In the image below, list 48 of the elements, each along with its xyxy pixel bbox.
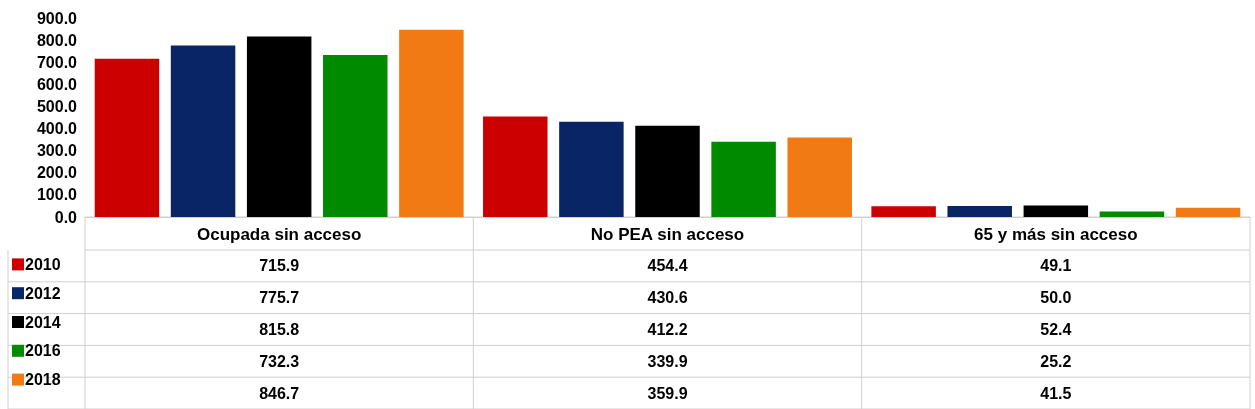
bar [1023, 205, 1089, 217]
legend-label: 2016 [25, 342, 61, 360]
data-label: 430.6 [647, 289, 688, 307]
x-tick-label: Ocupada sin acceso [196, 225, 362, 244]
bar [170, 45, 236, 217]
bar [1175, 207, 1241, 217]
data-label: 715.9 [259, 257, 300, 275]
bar [94, 58, 160, 217]
data-label: 846.7 [259, 384, 300, 402]
bar [323, 55, 388, 217]
y-tick-label: 800.0 [36, 31, 78, 49]
y-tick-label: 700.0 [36, 53, 78, 71]
y-tick-label: 300.0 [36, 142, 78, 160]
data-label: 50.0 [1040, 289, 1072, 307]
legend-label: 2018 [25, 371, 61, 389]
data-label: 339.9 [647, 352, 688, 370]
bar [871, 206, 936, 217]
y-tick-label: 100.0 [36, 186, 78, 204]
bar [559, 121, 624, 217]
data-label: 454.4 [647, 257, 688, 275]
legend-label: 2010 [25, 255, 61, 273]
bar [947, 205, 1012, 217]
bar [1099, 211, 1165, 217]
legend-label: 2012 [25, 284, 61, 302]
y-tick-label: 900.0 [36, 9, 78, 27]
data-label: 41.5 [1040, 384, 1072, 402]
data-label: 52.4 [1040, 321, 1072, 338]
y-tick-label: 200.0 [36, 164, 78, 182]
bar [787, 137, 852, 217]
bar [399, 29, 464, 217]
y-tick-label: 600.0 [36, 75, 78, 93]
y-tick-label: 0.0 [54, 208, 78, 226]
data-label: 412.2 [647, 321, 688, 338]
legend-label: 2014 [25, 313, 61, 331]
y-tick-label: 400.0 [36, 120, 78, 138]
bar [483, 116, 548, 217]
data-label: 25.2 [1040, 352, 1072, 370]
data-label: 775.7 [259, 289, 300, 307]
x-tick-label: No PEA sin acceso [590, 225, 745, 244]
data-label: 732.3 [259, 352, 300, 370]
bar [711, 141, 776, 217]
x-tick-label: 65 y más sin acceso [974, 225, 1138, 244]
bar [635, 125, 700, 217]
data-label: 49.1 [1040, 257, 1072, 275]
data-label: 815.8 [259, 321, 300, 338]
bar [246, 36, 312, 217]
data-label: 359.9 [647, 384, 688, 402]
y-tick-label: 500.0 [36, 97, 78, 115]
